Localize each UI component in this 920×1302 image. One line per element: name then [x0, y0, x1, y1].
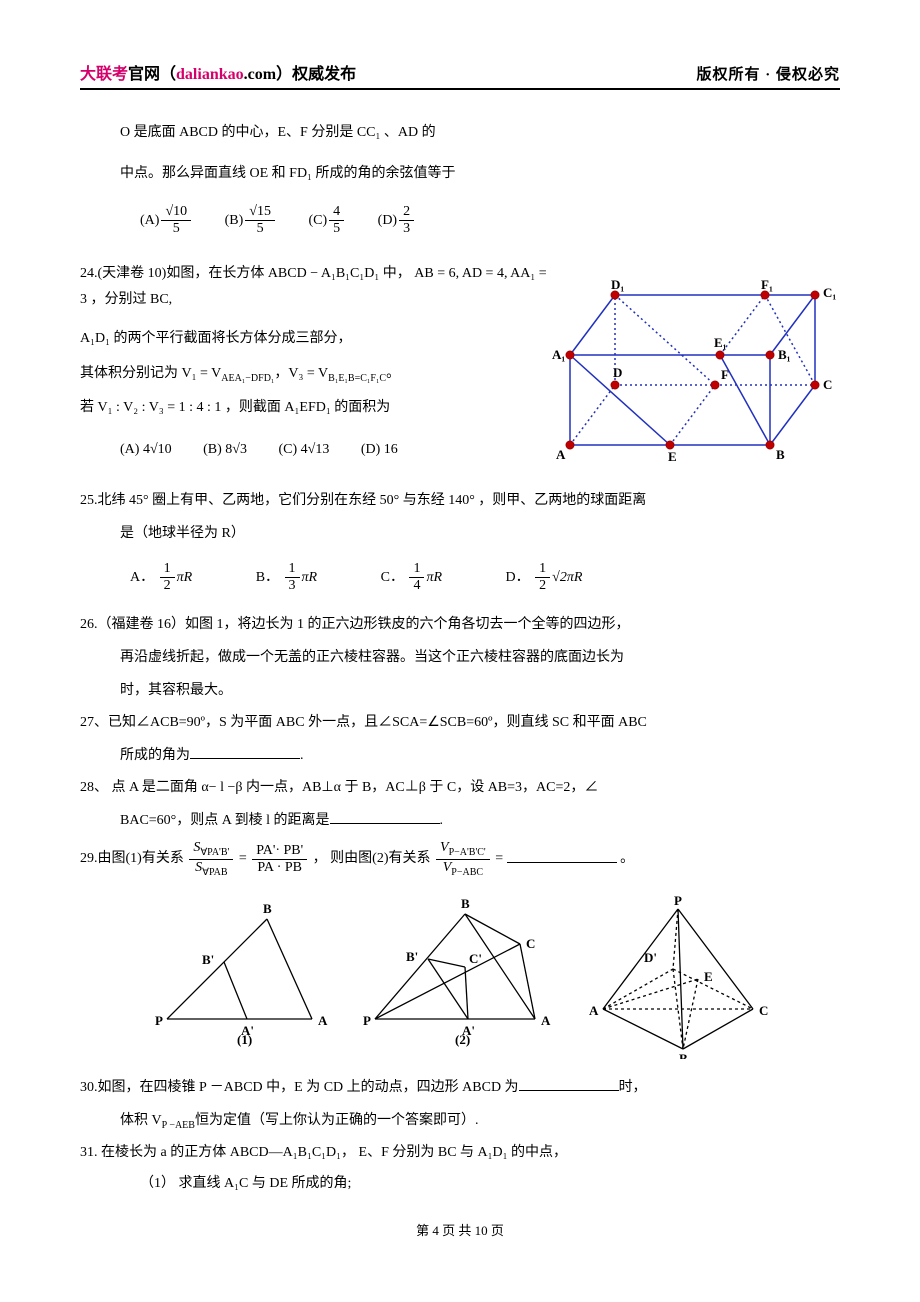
site-black: .com	[244, 66, 276, 83]
q24-opt-b: (B) 8√3	[203, 436, 247, 464]
q25-opt-a: A． 12πR	[130, 561, 192, 594]
svg-text:B': B'	[202, 952, 214, 967]
svg-text:B': B'	[406, 949, 418, 964]
triangles-row: PABA'B'(1) PABCA'B'C'(2) PABCD'E	[80, 894, 840, 1059]
q28-blank	[330, 809, 440, 824]
q29-blank	[507, 848, 617, 863]
svg-text:E₁: E₁	[714, 335, 727, 350]
header-rule	[80, 88, 840, 90]
header-left: 大联考官网（daliankao.com）权威发布	[80, 60, 356, 84]
svg-text:D₁: D₁	[611, 277, 624, 292]
svg-text:F₁: F₁	[761, 277, 773, 292]
q28-line2: BAC=60°，则点 A 到棱 l 的距离是.	[120, 808, 840, 835]
q23-opt-a: (A)√105	[140, 204, 193, 237]
svg-text:A₁: A₁	[552, 347, 565, 362]
page-number: 第 4 页 共 10 页	[80, 1220, 840, 1239]
q30-line2: 体积 VP −AEB恒为定值（写上你认为正确的一个答案即可）.	[120, 1108, 840, 1135]
q27-blank	[190, 744, 300, 759]
q27-line1: 27、已知∠ACB=90º，S 为平面 ABC 外一点，且∠SCA=∠SCB=6…	[80, 710, 840, 737]
cuboid-svg: A B C D A₁ B₁ C₁ D₁ E F E₁ F₁	[550, 255, 840, 465]
q23-line2: 中点。那么异面直线 OE 和 FD₁ 所成的角的余弦值等于	[120, 159, 840, 190]
svg-text:A: A	[589, 1003, 599, 1018]
site-colored: daliankao	[176, 66, 244, 83]
svg-text:A: A	[318, 1013, 328, 1028]
svg-text:F: F	[721, 367, 729, 382]
q25-stem: 25.北纬 45° 圈上有甲、乙两地，它们分别在东经 50° 与东经 140° …	[80, 488, 840, 515]
header-right: 版权所有 · 侵权必究	[696, 63, 840, 84]
svg-text:P: P	[363, 1013, 371, 1028]
svg-text:A: A	[541, 1013, 551, 1028]
svg-text:B: B	[776, 447, 785, 462]
q23-options: (A)√105 (B)√155 (C)45 (D)23	[140, 204, 840, 237]
q25-opt-d: D． 12√2πR	[506, 561, 583, 594]
q31-sub1: （1） 求直线 A₁C 与 DE 所成的角;	[140, 1171, 840, 1198]
svg-text:B: B	[263, 901, 272, 916]
q27-line2: 所成的角为.	[120, 743, 840, 770]
q26-line2: 再沿虚线折起，做成一个无盖的正六棱柱容器。当这个正六棱柱容器的底面边长为	[120, 645, 840, 672]
svg-text:P: P	[674, 894, 682, 908]
svg-text:B: B	[461, 896, 470, 911]
q24-diagram: A B C D A₁ B₁ C₁ D₁ E F E₁ F₁	[550, 255, 840, 470]
q25-options: A． 12πR B． 13πR C． 14πR D． 12√2πR	[130, 561, 840, 594]
svg-text:B₁: B₁	[778, 347, 791, 362]
svg-text:B: B	[679, 1051, 688, 1059]
q29: 29.由图(1)有关系 S∀PA'B' S∀PAB = PA'· PB' PA …	[80, 840, 840, 878]
svg-text:C₁: C₁	[823, 285, 836, 300]
q30-line1: 30.如图，在四棱锥 P －ABCD 中，E 为 CD 上的动点，四边形 ABC…	[80, 1075, 840, 1102]
q23-opt-c: (C)45	[308, 204, 346, 237]
brand: 大联考	[80, 66, 128, 83]
q31-line1: 31. 在棱长为 a 的正方体 ABCD—A₁B₁C₁D₁， E、F 分别为 B…	[80, 1140, 840, 1167]
svg-text:A: A	[556, 447, 566, 462]
svg-text:D: D	[613, 365, 622, 380]
q24-line3: 其体积分别记为 V₁ = VAEA₁−DFD₁，V₃ = VB₁E₁B=C₁F₁…	[80, 361, 550, 388]
q26-line1: 26.（福建卷 16）如图 1，将边长为 1 的正六边形铁皮的六个角各切去一个全…	[80, 612, 840, 639]
q24-row: 24.(天津卷 10)如图，在长方体 ABCD − A₁B₁C₁D₁ 中， AB…	[80, 255, 840, 482]
triangle-1: PABA'B'(1)	[152, 894, 342, 1054]
svg-text:(2): (2)	[455, 1032, 470, 1047]
svg-text:C: C	[823, 377, 832, 392]
q28-line1: 28、 点 A 是二面角 α− l −β 内一点，AB⊥α 于 B，AC⊥β 于…	[80, 775, 840, 802]
svg-text:C': C'	[469, 951, 482, 966]
q24-opt-d: (D) 16	[361, 436, 398, 464]
svg-text:P: P	[155, 1013, 163, 1028]
svg-text:D': D'	[644, 950, 657, 965]
svg-text:(1): (1)	[237, 1032, 252, 1047]
q23-line1: O 是底面 ABCD 的中心，E、F 分别是 CC₁ 、AD 的	[120, 118, 840, 149]
q24-options: (A) 4√10 (B) 8√3 (C) 4√13 (D) 16	[120, 436, 550, 464]
q23-opt-d: (D)23	[378, 204, 416, 237]
q26-line3: 时，其容积最大。	[120, 678, 840, 705]
q25-opt-b: B． 13πR	[256, 561, 317, 594]
header: 大联考官网（daliankao.com）权威发布 版权所有 · 侵权必究	[80, 60, 840, 84]
q24-stem: 24.(天津卷 10)如图，在长方体 ABCD − A₁B₁C₁D₁ 中， AB…	[80, 261, 550, 314]
q30-blank	[519, 1076, 619, 1091]
q24-line2: A₁D₁ 的两个平行截面将长方体分成三部分，	[80, 326, 550, 353]
svg-text:E: E	[668, 449, 677, 464]
brand-close: ）权威发布	[276, 66, 356, 83]
brand-suffix: 官网（	[128, 66, 176, 83]
svg-text:C: C	[526, 936, 535, 951]
q23-opt-b: (B)√155	[225, 204, 277, 237]
svg-text:E: E	[704, 969, 713, 984]
q25-opt-c: C． 14πR	[381, 561, 442, 594]
q24-opt-a: (A) 4√10	[120, 436, 172, 464]
triangle-2: PABCA'B'C'(2)	[360, 894, 570, 1054]
pyramid-3: P A B C D' E	[588, 894, 768, 1059]
q24-opt-c: (C) 4√13	[278, 436, 329, 464]
svg-text:C: C	[759, 1003, 768, 1018]
q24-line4: 若 V₁ : V₂ : V₃ = 1 : 4 : 1 ，则截面 A₁EFD₁ 的…	[80, 395, 550, 422]
q25-line2: 是（地球半径为 R）	[120, 521, 840, 548]
